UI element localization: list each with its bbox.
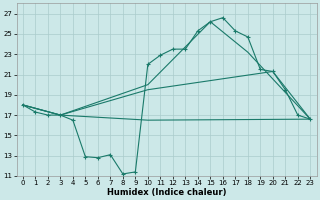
X-axis label: Humidex (Indice chaleur): Humidex (Indice chaleur) <box>107 188 226 197</box>
